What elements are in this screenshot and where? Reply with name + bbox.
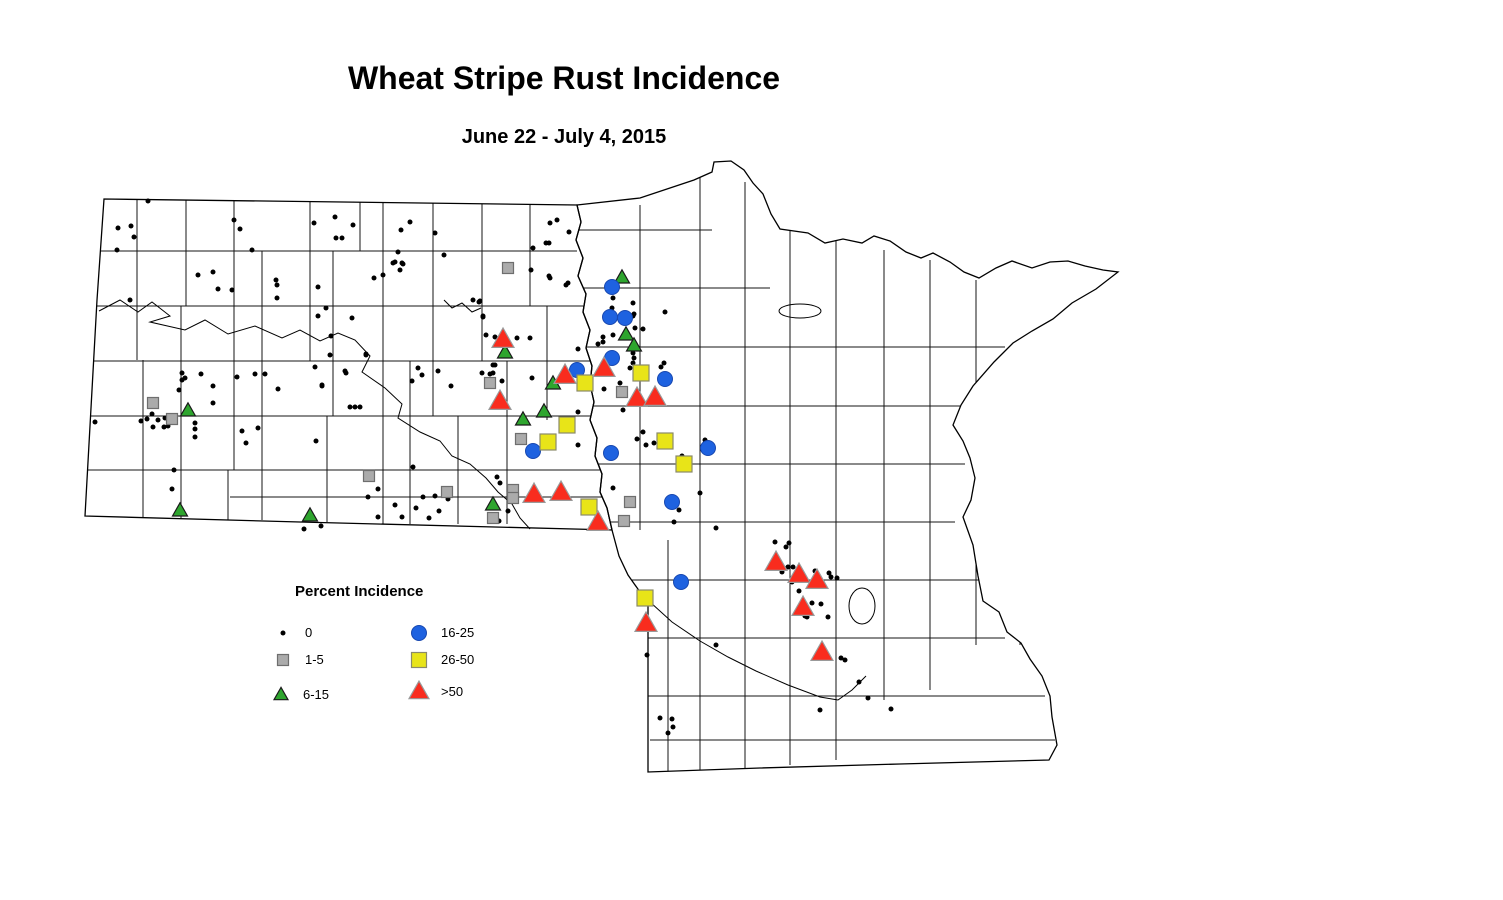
legend-item-label: >50 (441, 683, 464, 699)
legend-marker-square (410, 651, 428, 669)
series->50 (487, 326, 835, 661)
river-boundary-lines (98, 299, 876, 701)
series-6-15 (171, 268, 643, 522)
legend-swatch-gray-square (270, 647, 296, 671)
legend-item-label: 26-50 (441, 651, 475, 667)
legend-item-label: 0 (305, 624, 313, 640)
legend-item-label: 1-5 (305, 651, 324, 667)
legend-swatch-yellow-square (406, 647, 432, 671)
legend-marker-triangle (407, 679, 431, 700)
legend-swatch-dot (270, 620, 296, 644)
legend-item-16-25: 16-25 (406, 620, 474, 644)
page-title: Wheat Stripe Rust Incidence (347, 60, 781, 96)
county-grid-north-dakota (85, 199, 612, 524)
legend-swatch-red-triangle (406, 679, 432, 703)
legend-swatch-blue-circle (406, 620, 432, 644)
series-26-50 (539, 364, 693, 607)
legend-marker-triangle (272, 686, 290, 701)
legend-item-over-50: >50 (406, 679, 463, 703)
legend-item-26-50: 26-50 (406, 647, 474, 671)
legend-marker-circle (411, 625, 427, 641)
legend-item-label: 6-15 (303, 686, 330, 702)
series-1-5 (146, 261, 637, 528)
legend-marker-dot (280, 630, 286, 636)
legend-title: Percent Incidence (295, 583, 424, 600)
series-0 (92, 198, 894, 736)
legend-swatch-green-triangle (268, 682, 294, 706)
county-grid-minnesota (577, 172, 1055, 772)
legend-item-0: 0 (270, 620, 312, 644)
legend-item-1-5: 1-5 (270, 647, 324, 671)
data-points (92, 198, 894, 736)
legend-item-6-15: 6-15 (268, 682, 329, 706)
legend-marker-square (276, 653, 290, 667)
series-16-25 (525, 279, 716, 590)
legend-item-label: 16-25 (441, 624, 475, 640)
state-outline-minnesota (575, 160, 1120, 773)
page-subtitle: June 22 - July 4, 2015 (461, 126, 667, 148)
